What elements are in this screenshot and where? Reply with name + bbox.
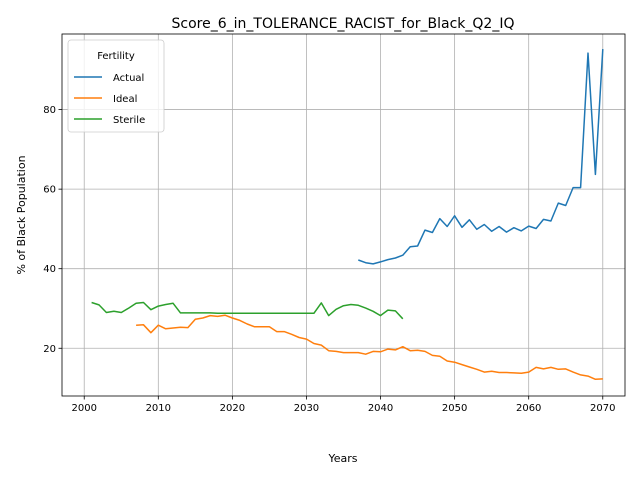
grid [62, 34, 625, 396]
x-axis-label: Years [327, 452, 357, 465]
legend-label-actual: Actual [113, 73, 144, 84]
y-tick-label: 60 [43, 185, 56, 196]
y-tick-label: 40 [43, 264, 56, 275]
y-tick-label: 20 [43, 344, 56, 355]
series-lines [91, 49, 604, 381]
series-line-actual [358, 49, 604, 265]
series-line-sterile [91, 301, 404, 320]
x-tick-label: 2020 [220, 403, 245, 414]
y-axis-label: % of Black Population [15, 155, 28, 274]
chart-title: Score_6_in_TOLERANCE_RACIST_for_Black_Q2… [172, 16, 515, 32]
y-tick-label: 80 [43, 105, 56, 116]
legend-title: Fertility [97, 51, 135, 62]
series-line-ideal [136, 314, 603, 381]
x-tick-label: 2000 [71, 403, 96, 414]
x-tick-label: 2010 [146, 403, 171, 414]
x-tick-label: 2060 [516, 403, 541, 414]
legend-box [67, 39, 165, 133]
legend-label-sterile: Sterile [113, 115, 145, 126]
x-tick-label: 2040 [368, 403, 393, 414]
x-tick-label: 2070 [590, 403, 615, 414]
legend-label-ideal: Ideal [113, 94, 137, 105]
legend: Fertility Actual Ideal Sterile [67, 39, 165, 133]
x-tick-label: 2030 [294, 403, 319, 414]
plot-frame [61, 33, 626, 397]
x-tick-label: 2050 [442, 403, 467, 414]
